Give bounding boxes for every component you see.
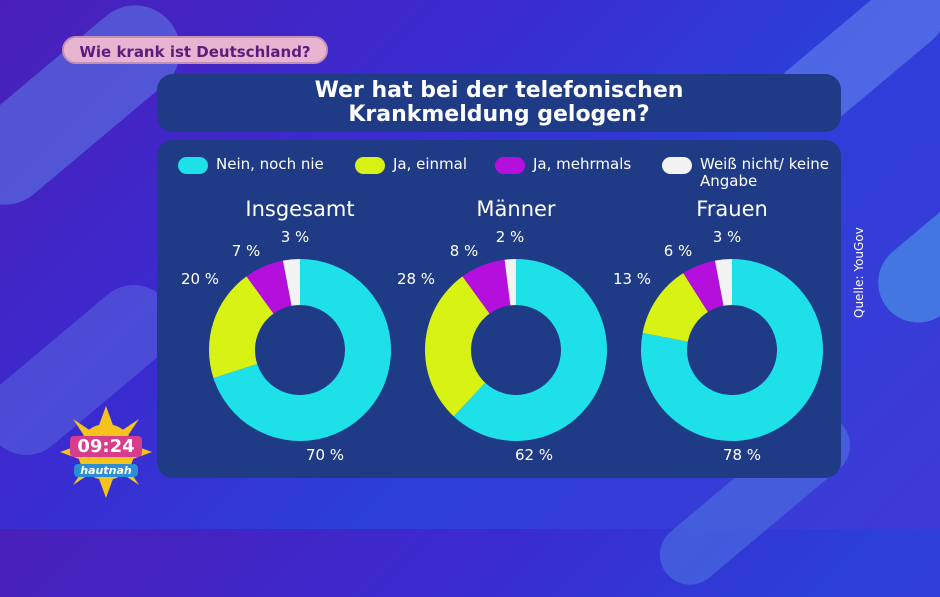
legend-label: Ja, einmal bbox=[393, 155, 468, 173]
source-label: Quelle: YouGov bbox=[852, 227, 866, 318]
donut-slice-einmal bbox=[642, 273, 708, 342]
donut-slice-nie bbox=[213, 259, 392, 441]
data-label: 13 % bbox=[613, 270, 651, 288]
donut-title: Frauen bbox=[696, 197, 768, 221]
donut-slice-nie bbox=[453, 259, 607, 441]
legend-item-mehrmals: Ja, mehrmals bbox=[495, 156, 631, 174]
donut-slice-einmal bbox=[425, 276, 490, 417]
donut-slice-mehrmals bbox=[462, 259, 511, 314]
donut-slice-mehrmals bbox=[246, 260, 292, 314]
legend-label: Ja, mehrmals bbox=[533, 155, 632, 173]
donut-slice-keine bbox=[714, 259, 732, 306]
donut-title: Männer bbox=[476, 197, 556, 221]
data-label: 2 % bbox=[496, 228, 525, 246]
legend-item-nie: Nein, noch nie bbox=[178, 156, 324, 174]
legend-swatch bbox=[495, 157, 525, 174]
data-label: 20 % bbox=[181, 270, 219, 288]
chart-title-line1: Wer hat bei der telefonischen bbox=[314, 78, 684, 103]
data-label: 28 % bbox=[397, 270, 435, 288]
legend-item-keine: Weiß nicht/ keine Angabe bbox=[662, 156, 832, 190]
data-label: 3 % bbox=[281, 228, 310, 246]
data-label: 3 % bbox=[713, 228, 742, 246]
show-name: hautnah bbox=[74, 464, 138, 477]
legend-swatch bbox=[178, 157, 208, 174]
data-label: 7 % bbox=[232, 242, 261, 260]
donut-charts: Insgesamt 70 % 20 % 7 % 3 % Männer 62 % 28 % 8 %… bbox=[181, 197, 824, 464]
clock-time: 09:24 bbox=[70, 436, 142, 457]
legend-label: Nein, noch nie bbox=[216, 155, 324, 173]
donut-slice-mehrmals bbox=[683, 260, 724, 313]
donut-slice-nie bbox=[641, 259, 824, 442]
donut-slice-keine bbox=[282, 259, 300, 306]
data-label: 6 % bbox=[664, 242, 693, 260]
donut-title: Insgesamt bbox=[245, 197, 354, 221]
data-label: 70 % bbox=[306, 446, 344, 464]
donut-slice-keine bbox=[504, 259, 516, 306]
clock-badge: 09:24 hautnah bbox=[60, 406, 152, 498]
donut-slice-einmal bbox=[209, 276, 274, 379]
data-label: 78 % bbox=[723, 446, 761, 464]
data-label: 62 % bbox=[515, 446, 553, 464]
legend-label: Weiß nicht/ keine Angabe bbox=[700, 155, 829, 190]
topic-badge: Wie krank ist Deutschland? bbox=[62, 36, 328, 64]
legend-swatch bbox=[355, 157, 385, 174]
legend-swatch bbox=[662, 157, 692, 174]
chart-title-line2: Krankmeldung gelogen? bbox=[348, 102, 650, 127]
chart-title: Wer hat bei der telefonischen Krankmeldu… bbox=[157, 74, 841, 132]
data-label: 8 % bbox=[450, 242, 479, 260]
legend-item-einmal: Ja, einmal bbox=[355, 156, 467, 174]
